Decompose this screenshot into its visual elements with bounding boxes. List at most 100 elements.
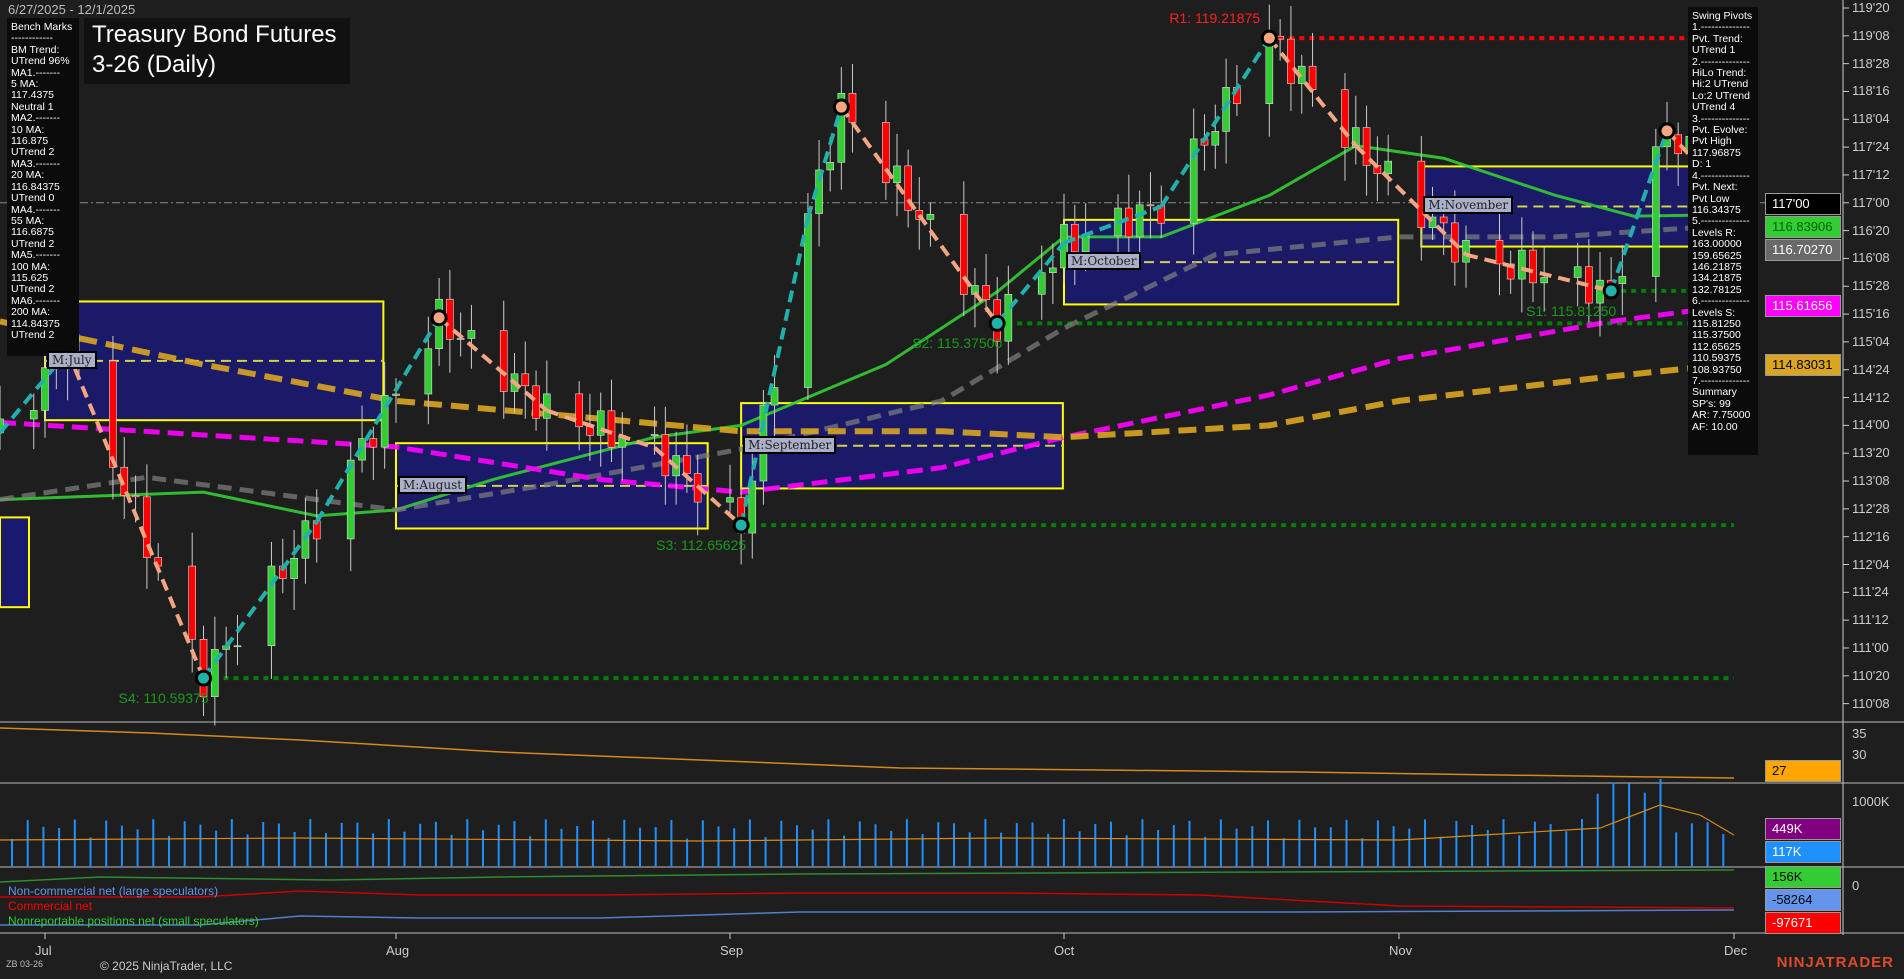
panel-line: 115.37500 — [1692, 329, 1741, 342]
candle-body — [826, 162, 835, 171]
panel-line: UTrend 2 — [11, 283, 55, 296]
price-tick-label: 113'08 — [1852, 473, 1890, 489]
price-tick-label: 110'08 — [1852, 695, 1890, 711]
cot-tag: 156K — [1765, 866, 1841, 888]
candle-body — [1081, 235, 1090, 253]
candle-body — [1135, 204, 1144, 238]
panel-line: MA3.------- — [11, 157, 60, 170]
candle-body — [143, 496, 151, 558]
prior-month-box — [0, 516, 30, 609]
swing-pivot-marker — [988, 314, 1006, 332]
candle-body — [233, 645, 242, 648]
price-tick-label: 118'16 — [1852, 83, 1890, 99]
pivot-level-label: R1: 119.21875 — [1169, 10, 1261, 27]
candle-body — [211, 649, 219, 697]
swing-line — [653, 446, 743, 527]
pivot-level-label: S3: 112.65625 — [656, 537, 747, 554]
panel-line: Levels S: — [1692, 306, 1736, 319]
panel-line: UTrend 0 — [11, 192, 55, 205]
title-line-2: 3-26 (Daily) — [92, 51, 217, 78]
cot-noncommercial-line — [0, 909, 1735, 926]
panel-line: 116.34375 — [1692, 203, 1741, 216]
price-tick-label: 112'04 — [1852, 556, 1890, 572]
price-tick-label: 117'12 — [1852, 166, 1890, 182]
candle-body — [1540, 277, 1548, 284]
panel-line: 10 MA: — [11, 123, 45, 136]
copyright: © 2025 NinjaTrader, LLC — [100, 959, 233, 973]
month-label: Oct — [1054, 943, 1075, 958]
panel-line: SP's: 99 — [1692, 397, 1731, 410]
price-tick-label: 117'24 — [1852, 139, 1890, 155]
panel-line: 6.-------------- — [1692, 295, 1750, 308]
candle-body — [1049, 267, 1057, 273]
monthly-box-label: M:August — [398, 475, 468, 494]
swing-line — [201, 520, 319, 680]
candle-body — [1529, 249, 1537, 284]
panel-line: UTrend 96% — [11, 55, 70, 68]
panel-line: 20 MA: — [11, 169, 45, 182]
candle-body — [650, 434, 659, 436]
ninjatrader-logo: NINJATRADER — [1776, 954, 1894, 971]
panel-line: Pvt. Trend: — [1692, 32, 1743, 45]
pivot-level-label: S1: 115.81250 — [1526, 302, 1617, 319]
swing-pivot-marker — [1260, 29, 1278, 47]
price-tag: 115.61656 — [1765, 295, 1841, 318]
panel-line: 4.-------------- — [1692, 169, 1750, 182]
panel-line: Pvt Low — [1692, 192, 1730, 205]
monthly-box-label: M:July — [47, 350, 97, 369]
candle-body — [726, 497, 734, 503]
panel-line: 116.875 — [11, 135, 49, 148]
candle-body — [1462, 240, 1470, 263]
candle-body — [1417, 160, 1426, 229]
price-tick-label: 113'20 — [1852, 445, 1890, 461]
panel-line: Bench Marks — [11, 21, 73, 33]
swing-line — [437, 316, 549, 413]
panel-line: 115.81250 — [1692, 317, 1741, 330]
price-tag: 116.70270 — [1765, 238, 1841, 261]
price-tick-label: 119'08 — [1852, 27, 1890, 43]
swing-line — [1063, 204, 1162, 245]
candle-body — [467, 330, 476, 339]
candle-body — [380, 395, 389, 448]
candle-body — [683, 455, 691, 474]
pivot-level-label: S2: 115.37500 — [912, 335, 1003, 352]
panel-line: MA6.------- — [11, 294, 60, 307]
panel-line: Lo:2 UTrend — [1692, 89, 1750, 102]
panel-line: UTrend 2 — [11, 146, 55, 159]
swing-pivot-marker — [195, 669, 213, 687]
ma100-line — [0, 302, 1735, 495]
panel-line: MA5.------- — [11, 249, 60, 262]
month-label: Dec — [1724, 943, 1748, 958]
candle-body — [1004, 293, 1013, 342]
panel-line: 117.4375 — [11, 89, 55, 102]
panel1-tick: 35 — [1852, 726, 1867, 741]
panel-line: 200 MA: — [11, 306, 51, 319]
candle-body — [1618, 276, 1627, 284]
candle-body — [499, 330, 508, 392]
panel-line: 2.-------------- — [1692, 55, 1750, 68]
swing-line — [839, 105, 999, 325]
swing-line — [739, 217, 810, 526]
panel1-tag: 27 — [1765, 760, 1841, 782]
candle-body — [882, 122, 890, 184]
panel-line: MA2.------- — [11, 112, 60, 125]
candle-body — [596, 410, 605, 436]
candle-body — [1211, 131, 1220, 146]
price-tag: 114.83031 — [1765, 353, 1841, 376]
panel-line: Pvt High — [1692, 135, 1732, 148]
candle-body — [959, 214, 968, 295]
month-label: Nov — [1389, 943, 1413, 958]
candle-body — [1428, 216, 1437, 229]
panel-line: AF: 10.00 — [1692, 420, 1738, 433]
candle-body — [1573, 266, 1582, 278]
price-tick-label: 112'28 — [1852, 500, 1890, 516]
month-label: Jul — [35, 943, 52, 958]
panel-line: 132.78125 — [1692, 283, 1742, 296]
panel-line: 117.96875 — [1692, 146, 1741, 159]
month-label: Sep — [720, 943, 744, 958]
panel-line: UTrend 2 — [11, 328, 55, 341]
panel-line: 110.59375 — [1692, 352, 1741, 365]
candle-body — [982, 285, 990, 301]
cot-tag: -97671 — [1765, 912, 1841, 934]
